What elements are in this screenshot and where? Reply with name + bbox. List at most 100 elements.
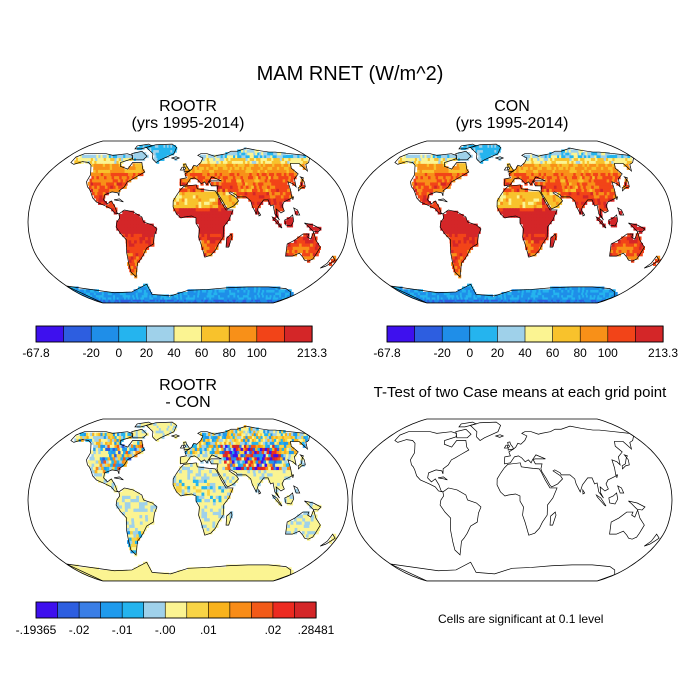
grid-cell: [201, 223, 205, 228]
grid-cell: [571, 169, 575, 173]
grid-cell: [239, 154, 242, 159]
grid-cell: [228, 286, 231, 290]
grid-cell: [258, 294, 261, 298]
grid-cell: [237, 291, 240, 296]
grid-cell: [595, 296, 598, 300]
grid-cell: [106, 577, 109, 580]
grid-cell: [422, 172, 426, 177]
grid-cell: [565, 178, 569, 183]
grid-cell: [461, 291, 465, 296]
grid-cell: [182, 181, 186, 186]
grid-cell: [265, 296, 268, 300]
grid-cell: [251, 567, 255, 571]
grid-cell: [545, 220, 549, 225]
grid-cell: [105, 169, 109, 173]
grid-cell: [560, 191, 564, 196]
grid-cell: [122, 230, 126, 234]
grid-cell: [222, 188, 226, 193]
grid-cell: [613, 289, 616, 293]
grid-cell: [137, 163, 140, 167]
grid-cell: [477, 157, 480, 161]
grid-cell: [207, 210, 211, 215]
grid-cell: [241, 289, 245, 293]
grid-cell: [191, 572, 194, 576]
grid-cell: [187, 185, 191, 189]
grid-cell: [575, 197, 579, 202]
grid-cell: [212, 220, 217, 225]
coastline-phil: [617, 207, 625, 216]
grid-cell: [285, 569, 288, 574]
grid-cell: [196, 166, 200, 170]
grid-cell: [257, 201, 261, 205]
grid-cell: [588, 286, 592, 290]
grid-cell: [231, 291, 234, 296]
grid-cell: [264, 185, 268, 189]
grid-cell: [581, 169, 585, 173]
grid-cell: [216, 188, 221, 193]
grid-cell: [307, 242, 311, 247]
grid-cell: [443, 213, 447, 218]
grid-cell: [561, 294, 564, 298]
grid-cell: [419, 296, 422, 300]
grid-cell: [440, 294, 444, 298]
grid-cell: [500, 296, 504, 300]
grid-cell: [224, 210, 228, 215]
grid-cell: [141, 300, 145, 303]
grid-cell: [281, 574, 285, 578]
grid-cell: [216, 289, 220, 293]
grid-cell: [251, 578, 254, 581]
grid-cell: [92, 289, 95, 293]
grid-cell: [253, 175, 257, 180]
grid-cell: [204, 236, 208, 241]
grid-cell: [490, 299, 494, 302]
grid-cell: [526, 160, 530, 164]
grid-cell: [280, 178, 284, 183]
grid-cell: [511, 213, 515, 218]
grid-cell: [195, 201, 200, 205]
grid-cell: [257, 169, 261, 173]
grid-cell: [494, 299, 497, 302]
grid-cell: [539, 233, 543, 238]
coastline-aus: [285, 230, 321, 262]
panel-title-diff: ROOTR - CON: [28, 377, 348, 411]
grid-cell: [305, 160, 308, 164]
grid-cell: [508, 201, 512, 205]
grid-cell: [134, 546, 138, 551]
grid-cell: [597, 201, 602, 205]
grid-cell: [90, 572, 93, 576]
grid-cell: [562, 286, 566, 290]
grid-cell: [435, 207, 439, 212]
grid-cell: [280, 296, 283, 300]
grid-cell: [206, 191, 210, 196]
grid-cell: [256, 194, 260, 199]
grid-cell: [268, 181, 272, 186]
grid-cell: [90, 172, 94, 177]
grid-cell: [547, 300, 550, 303]
grid-cell: [242, 299, 246, 302]
grid-cell: [207, 172, 211, 177]
grid-cell: [606, 289, 610, 293]
grid-cell: [307, 239, 312, 244]
grid-cell: [563, 300, 567, 303]
grid-cell: [455, 175, 459, 180]
grid-cell: [131, 574, 134, 578]
grid-cell: [95, 574, 98, 578]
grid-cell: [581, 291, 584, 296]
grid-cell: [195, 194, 199, 199]
grid-cell: [589, 181, 594, 186]
grid-cell: [151, 577, 154, 580]
grid-cell: [527, 163, 531, 167]
grid-cell: [414, 289, 417, 293]
grid-cell: [463, 239, 468, 244]
grid-cell: [590, 289, 593, 293]
grid-cell: [176, 207, 180, 212]
grid-cell: [541, 175, 545, 180]
grid-cell: [189, 569, 193, 574]
grid-cell: [235, 163, 239, 167]
grid-cell: [528, 157, 532, 161]
grid-cell: [253, 194, 257, 199]
grid-cell: [427, 160, 430, 164]
grid-cell: [536, 154, 540, 159]
grid-cell: [507, 291, 511, 296]
grid-cell: [231, 569, 234, 574]
